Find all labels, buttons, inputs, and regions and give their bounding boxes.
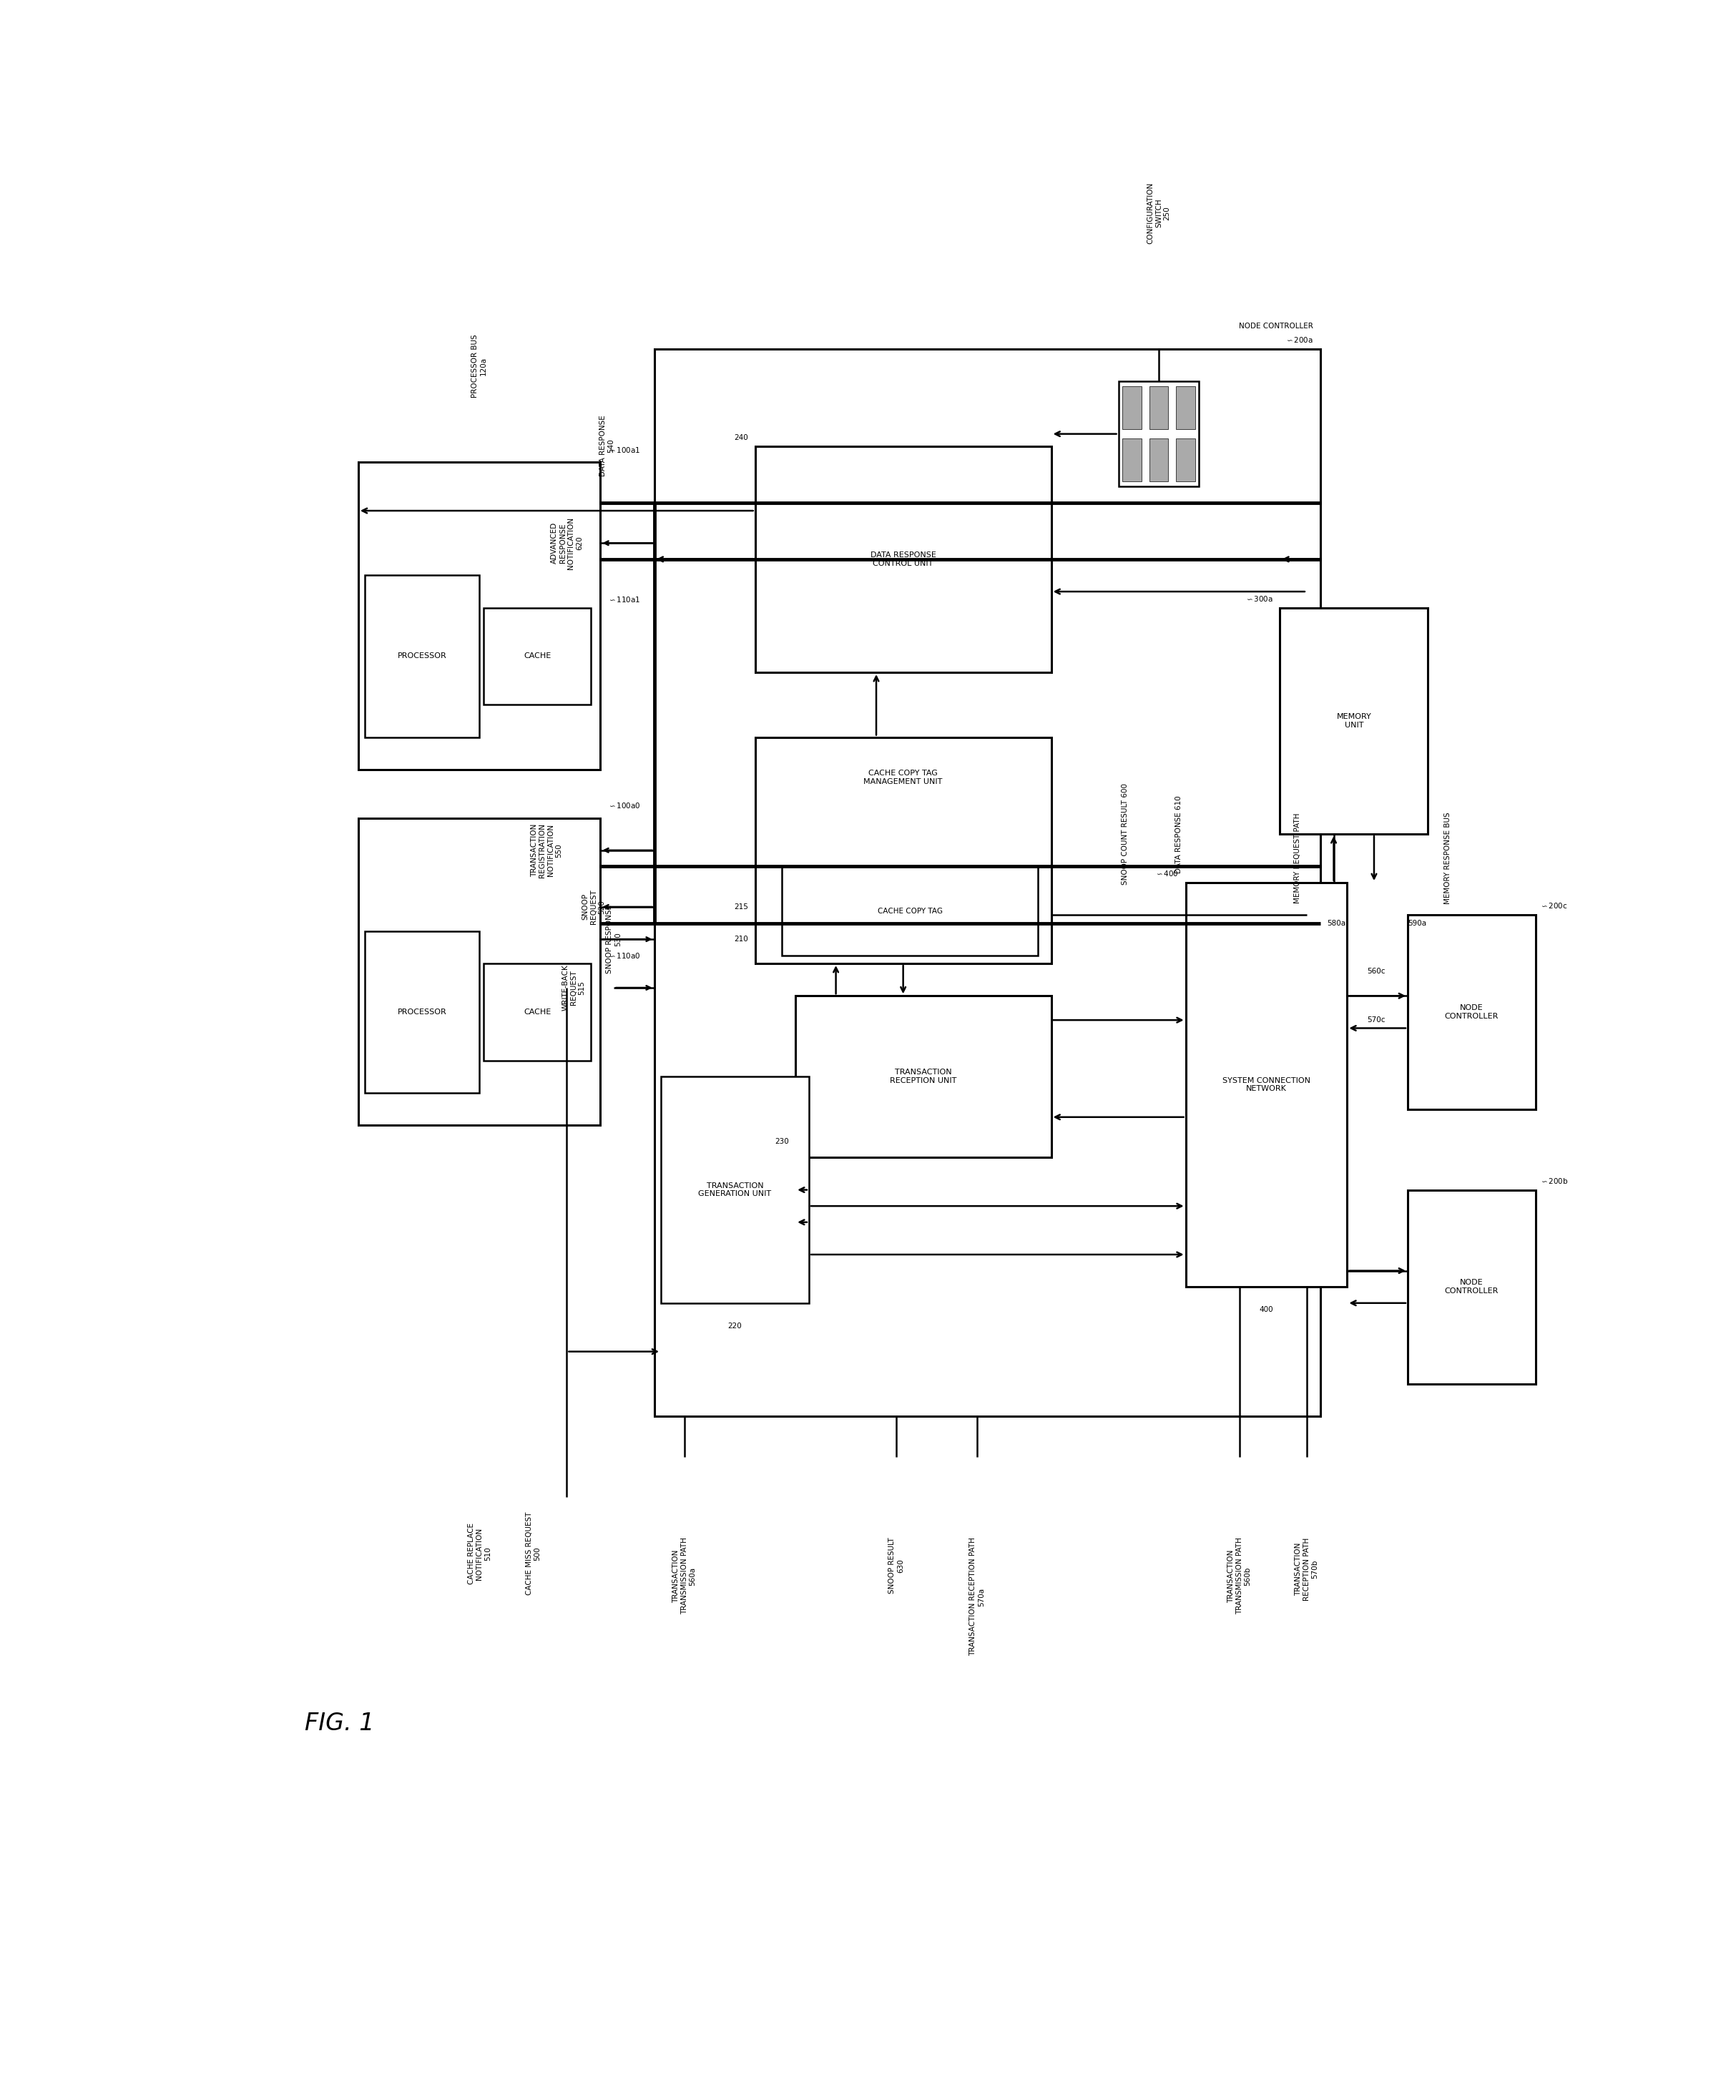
Text: ADVANCED
RESPONSE
NOTIFICATION
620: ADVANCED RESPONSE NOTIFICATION 620 [550, 517, 583, 569]
Text: NODE
CONTROLLER: NODE CONTROLLER [1444, 1004, 1498, 1021]
Bar [1149, 386, 1168, 428]
Text: NODE
CONTROLLER: NODE CONTROLLER [1444, 1279, 1498, 1294]
Text: CACHE COPY TAG
MANAGEMENT UNIT: CACHE COPY TAG MANAGEMENT UNIT [865, 771, 943, 785]
Bar [1186, 882, 1347, 1287]
Bar [781, 867, 1038, 956]
Bar [1118, 382, 1200, 487]
Text: 590a: 590a [1408, 920, 1427, 926]
Bar [358, 819, 601, 1126]
Text: $\backsim$200b: $\backsim$200b [1540, 1176, 1569, 1184]
Bar [795, 995, 1052, 1157]
Text: CACHE MISS REQUEST
500: CACHE MISS REQUEST 500 [526, 1512, 542, 1596]
Text: DATA RESPONSE 610: DATA RESPONSE 610 [1175, 796, 1182, 874]
Text: CACHE: CACHE [524, 1008, 550, 1016]
Text: TRANSACTION
RECEPTION UNIT: TRANSACTION RECEPTION UNIT [891, 1069, 957, 1084]
Text: SNOOP
REQUEST
520: SNOOP REQUEST 520 [582, 890, 606, 924]
Bar [654, 349, 1321, 1415]
Text: $\backsim$110a0: $\backsim$110a0 [608, 951, 641, 960]
Text: 210: 210 [734, 937, 748, 943]
Text: MEMORY REQUEST PATH: MEMORY REQUEST PATH [1293, 813, 1300, 903]
Text: SNOOP COUNT RESULT 600: SNOOP COUNT RESULT 600 [1121, 783, 1128, 884]
Text: TRANSACTION
RECEPTION PATH
570b: TRANSACTION RECEPTION PATH 570b [1295, 1537, 1319, 1600]
Bar [365, 930, 479, 1092]
Text: SNOOP RESULT
630: SNOOP RESULT 630 [889, 1537, 904, 1594]
Text: WRITE-BACK
REQUEST
515: WRITE-BACK REQUEST 515 [562, 964, 585, 1010]
Bar [755, 445, 1052, 672]
Text: CACHE: CACHE [524, 653, 550, 659]
Text: 580a: 580a [1326, 920, 1345, 926]
Text: TRANSACTION RECEPTION PATH
570a: TRANSACTION RECEPTION PATH 570a [969, 1537, 984, 1657]
Text: 400: 400 [1259, 1306, 1274, 1312]
Bar [1408, 1191, 1536, 1384]
Text: 230: 230 [774, 1138, 788, 1144]
Bar [365, 575, 479, 737]
Bar [1177, 439, 1194, 481]
Bar [1123, 386, 1141, 428]
Text: $\backsim$100a0: $\backsim$100a0 [608, 802, 641, 811]
Bar [358, 462, 601, 769]
Text: 220: 220 [727, 1323, 741, 1329]
Text: TRANSACTION
GENERATION UNIT: TRANSACTION GENERATION UNIT [698, 1182, 771, 1197]
Text: 215: 215 [734, 903, 748, 911]
Bar [755, 737, 1052, 964]
Bar [1149, 439, 1168, 481]
Bar [1279, 607, 1429, 834]
Text: MEMORY RESPONSE BUS: MEMORY RESPONSE BUS [1444, 813, 1451, 905]
Text: CACHE COPY TAG: CACHE COPY TAG [877, 907, 943, 914]
Text: 240: 240 [734, 435, 748, 441]
Text: TRANSACTION
REGISTRATION
NOTIFICATION
550: TRANSACTION REGISTRATION NOTIFICATION 55… [531, 823, 562, 878]
Bar [1408, 916, 1536, 1109]
Text: PROCESSOR: PROCESSOR [398, 1008, 446, 1016]
Text: $\backsim$100a1: $\backsim$100a1 [608, 445, 641, 454]
Text: $\backsim$200c: $\backsim$200c [1540, 901, 1568, 909]
Text: PROCESSOR: PROCESSOR [398, 653, 446, 659]
Text: CONFIGURATION
SWITCH
250: CONFIGURATION SWITCH 250 [1147, 183, 1170, 244]
Text: SNOOP RESPONSE
530: SNOOP RESPONSE 530 [606, 905, 621, 974]
Bar [661, 1077, 809, 1302]
Text: NODE CONTROLLER: NODE CONTROLLER [1240, 323, 1314, 330]
Text: SYSTEM CONNECTION
NETWORK: SYSTEM CONNECTION NETWORK [1222, 1077, 1311, 1092]
Bar [483, 964, 590, 1060]
Bar [1123, 439, 1141, 481]
Text: $\backsim$400: $\backsim$400 [1154, 869, 1179, 878]
Bar [483, 607, 590, 706]
Text: TRANSACTION
TRANSMISSION PATH
560a: TRANSACTION TRANSMISSION PATH 560a [672, 1537, 696, 1615]
Text: DATA RESPONSE
CONTROL UNIT: DATA RESPONSE CONTROL UNIT [870, 552, 936, 567]
Text: $\backsim$200a: $\backsim$200a [1285, 336, 1314, 344]
Text: FIG. 1: FIG. 1 [304, 1711, 375, 1735]
Text: $\backsim$300a: $\backsim$300a [1245, 594, 1272, 603]
Text: CACHE REPLACE
NOTIFICATION
510: CACHE REPLACE NOTIFICATION 510 [467, 1522, 491, 1583]
Text: 570c: 570c [1368, 1016, 1385, 1023]
Text: PROCESSOR BUS
120a: PROCESSOR BUS 120a [472, 334, 488, 397]
Text: $\backsim$110a1: $\backsim$110a1 [608, 596, 641, 605]
Bar [1177, 386, 1194, 428]
Text: 560c: 560c [1368, 968, 1385, 974]
Text: DATA RESPONSE
540: DATA RESPONSE 540 [599, 416, 615, 477]
Text: MEMORY
UNIT: MEMORY UNIT [1337, 714, 1371, 729]
Text: TRANSACTION
TRANSMISSION PATH
560b: TRANSACTION TRANSMISSION PATH 560b [1227, 1537, 1252, 1615]
